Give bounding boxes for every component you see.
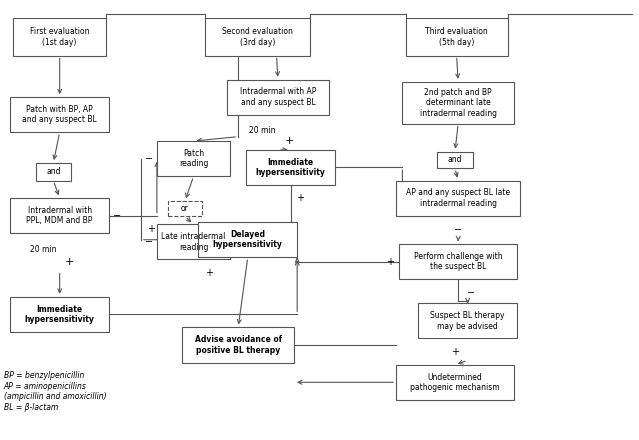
FancyBboxPatch shape	[10, 198, 109, 233]
FancyBboxPatch shape	[396, 180, 520, 216]
FancyBboxPatch shape	[157, 224, 230, 260]
Text: Intradermal with
PPL, MDM and BP: Intradermal with PPL, MDM and BP	[26, 206, 93, 225]
Text: First evaluation
(1st day): First evaluation (1st day)	[30, 27, 89, 47]
Text: Intradermal with AP
and any suspect BL: Intradermal with AP and any suspect BL	[240, 88, 316, 107]
Text: Patch with BP, AP
and any suspect BL: Patch with BP, AP and any suspect BL	[22, 105, 97, 125]
Text: 20 min: 20 min	[31, 246, 57, 254]
FancyBboxPatch shape	[438, 151, 472, 168]
FancyBboxPatch shape	[36, 163, 71, 180]
Text: +: +	[285, 136, 294, 146]
FancyBboxPatch shape	[403, 82, 514, 124]
Text: −: −	[145, 237, 153, 247]
FancyBboxPatch shape	[419, 303, 517, 338]
Text: Second evaluation
(3rd day): Second evaluation (3rd day)	[222, 27, 293, 47]
Text: or: or	[181, 204, 189, 213]
Text: AP and any suspect BL late
intradermal reading: AP and any suspect BL late intradermal r…	[406, 188, 511, 208]
Text: +: +	[386, 257, 394, 267]
FancyBboxPatch shape	[157, 141, 230, 176]
Text: and: and	[46, 167, 61, 176]
Text: +: +	[147, 224, 155, 234]
Text: and: and	[448, 155, 462, 165]
FancyBboxPatch shape	[13, 18, 106, 55]
Text: Suspect BL therapy
may be advised: Suspect BL therapy may be advised	[431, 311, 505, 330]
FancyBboxPatch shape	[227, 80, 329, 115]
Text: −: −	[467, 288, 475, 298]
FancyBboxPatch shape	[406, 18, 507, 55]
Text: 2nd patch and BP
determinant late
intradermal reading: 2nd patch and BP determinant late intrad…	[420, 88, 497, 117]
Text: Immediate
hypersensitivity: Immediate hypersensitivity	[256, 158, 326, 177]
Text: Advise avoidance of
positive BL therapy: Advise avoidance of positive BL therapy	[195, 335, 282, 355]
FancyBboxPatch shape	[10, 97, 109, 132]
FancyBboxPatch shape	[399, 244, 517, 279]
Text: Perform challenge with
the suspect BL: Perform challenge with the suspect BL	[414, 252, 502, 271]
FancyBboxPatch shape	[246, 150, 335, 185]
Text: +: +	[206, 268, 213, 278]
Text: Immediate
hypersensitivity: Immediate hypersensitivity	[25, 304, 95, 324]
Text: −: −	[145, 154, 153, 164]
FancyBboxPatch shape	[10, 297, 109, 332]
FancyBboxPatch shape	[396, 365, 514, 400]
FancyBboxPatch shape	[198, 222, 297, 257]
Text: +: +	[451, 348, 459, 357]
Text: −: −	[112, 211, 121, 220]
Text: Delayed
hypersensitivity: Delayed hypersensitivity	[213, 230, 282, 249]
Text: 20 min: 20 min	[249, 125, 275, 135]
Text: Patch
reading: Patch reading	[179, 149, 208, 168]
FancyBboxPatch shape	[204, 18, 310, 55]
Text: BP = benzylpenicillin
AP = aminopenicillins
(ampicillin and amoxicillin)
BL = β-: BP = benzylpenicillin AP = aminopenicill…	[4, 371, 107, 411]
Text: +: +	[65, 257, 74, 267]
Text: Third evaluation
(5th day): Third evaluation (5th day)	[425, 27, 488, 47]
Text: Late intradermal
reading: Late intradermal reading	[162, 232, 226, 252]
Text: +: +	[296, 193, 304, 203]
Text: −: −	[454, 225, 462, 235]
FancyBboxPatch shape	[182, 327, 294, 363]
FancyBboxPatch shape	[169, 201, 201, 216]
Text: Undetermined
pathogenic mechanism: Undetermined pathogenic mechanism	[410, 373, 500, 392]
